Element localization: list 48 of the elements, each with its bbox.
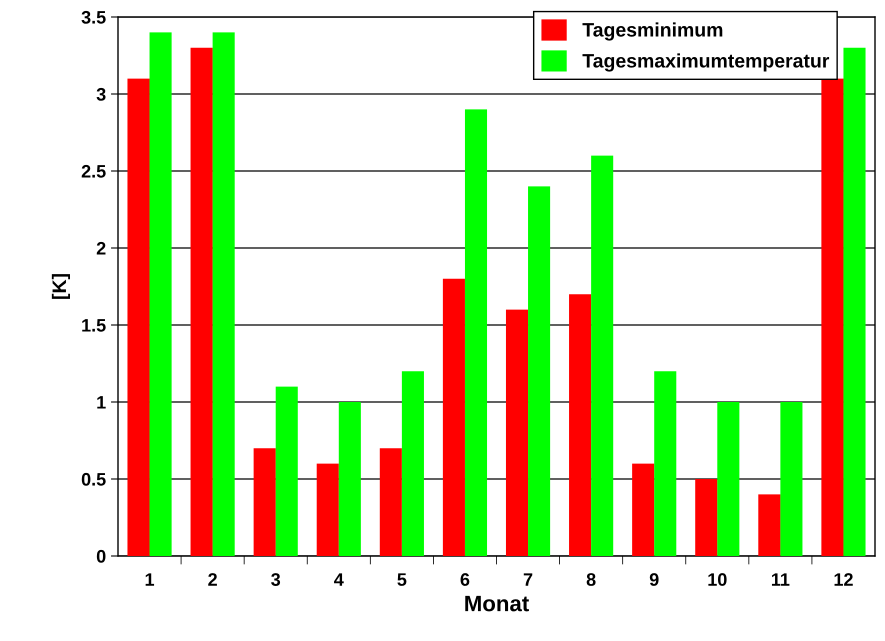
bar	[190, 48, 213, 556]
x-tick-label: 10	[708, 573, 727, 586]
bar	[316, 464, 339, 556]
y-axis-title: [K]	[52, 274, 70, 299]
bar	[843, 48, 866, 556]
bar	[695, 479, 718, 556]
bar	[127, 78, 150, 556]
bar	[338, 402, 361, 556]
legend-label: Tagesminimum	[582, 22, 722, 41]
bar	[569, 294, 592, 556]
x-tick-label: 11	[772, 573, 790, 586]
y-tick-label: 3.5	[82, 10, 106, 24]
x-tick-label: 7	[524, 573, 532, 586]
bar	[821, 78, 844, 556]
legend-label: Tagesmaximumtemperatur	[582, 53, 830, 72]
bar	[632, 464, 654, 556]
y-tick-label: 3	[96, 88, 106, 101]
bar	[717, 402, 740, 556]
x-tick-label: 5	[397, 573, 406, 586]
y-tick-label: 0	[96, 550, 106, 563]
x-tick-label: 1	[146, 573, 154, 586]
bar	[758, 494, 780, 556]
bar	[780, 402, 802, 556]
x-axis-title: Monat	[465, 596, 529, 612]
y-tick-label: 2	[96, 242, 106, 255]
x-tick-label: 9	[650, 573, 659, 586]
bar	[591, 156, 614, 556]
bar	[506, 310, 528, 556]
bar	[442, 278, 465, 556]
x-tick-label: 2	[208, 573, 217, 586]
y-tick-label: 2.5	[82, 164, 106, 178]
bar	[654, 371, 676, 556]
y-tick-label: 0.5	[82, 472, 106, 486]
bar	[212, 32, 235, 556]
y-tick-label: 1.5	[82, 319, 106, 332]
y-tick-label: 1	[97, 396, 106, 409]
x-tick-label: 6	[460, 573, 470, 586]
bar	[528, 186, 550, 556]
x-tick-label: 4	[334, 573, 344, 586]
x-tick-label: 12	[834, 573, 853, 586]
bar	[464, 109, 488, 556]
bar	[276, 386, 298, 556]
x-tick-label: 3	[271, 573, 280, 586]
bar	[402, 371, 424, 556]
bar	[150, 32, 172, 556]
x-tick-label: 8	[586, 573, 596, 586]
bar	[254, 448, 276, 556]
bar	[380, 448, 402, 556]
